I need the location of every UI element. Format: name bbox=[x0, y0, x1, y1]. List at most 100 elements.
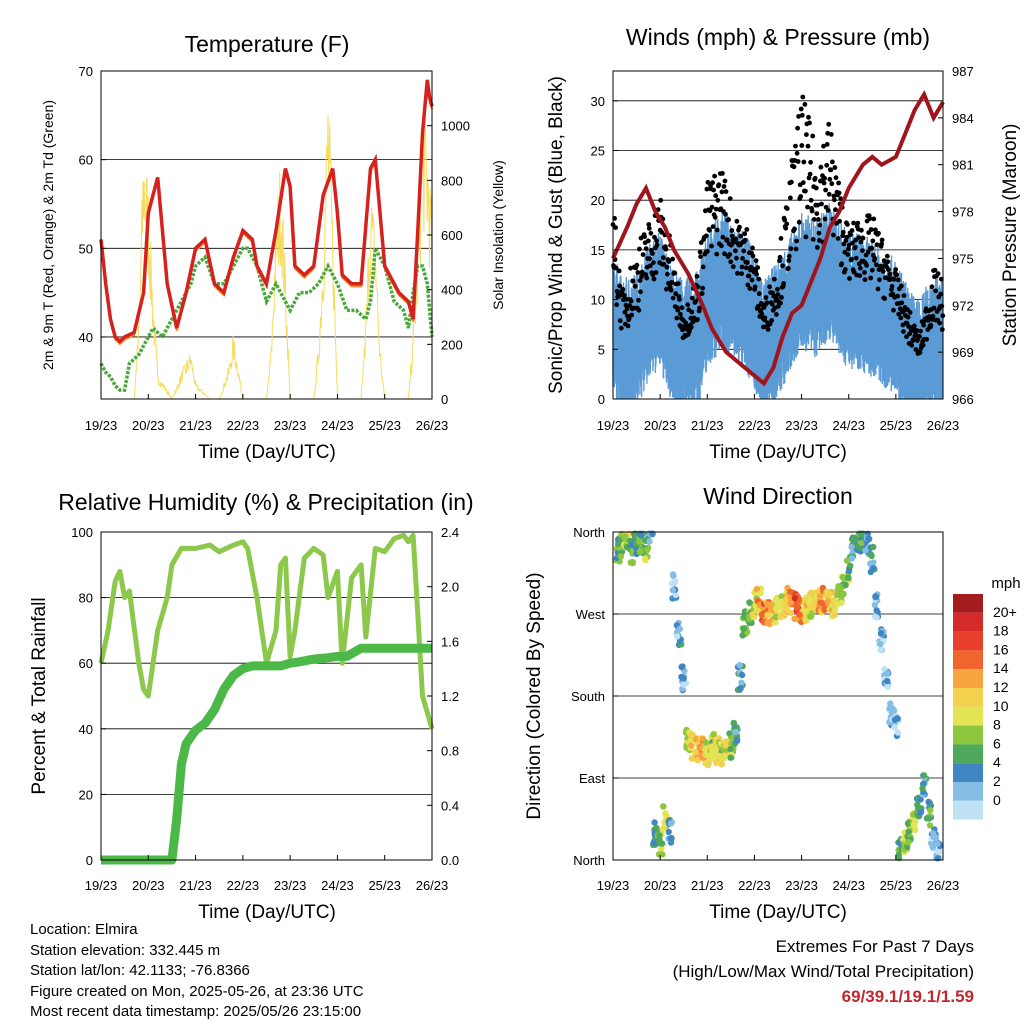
gust-point bbox=[653, 270, 659, 275]
direction-point bbox=[870, 559, 877, 566]
gust-point bbox=[759, 311, 765, 317]
gust-point bbox=[755, 303, 761, 309]
gust-point bbox=[779, 295, 784, 300]
x-tick-label: 20/23 bbox=[644, 878, 677, 893]
gust-point bbox=[719, 189, 725, 195]
gust-point bbox=[826, 191, 832, 197]
gust-point bbox=[914, 328, 920, 333]
gust-point bbox=[913, 347, 919, 352]
gust-point bbox=[832, 165, 838, 170]
gust-point bbox=[811, 217, 817, 222]
direction-point bbox=[778, 604, 785, 611]
direction-point bbox=[911, 821, 918, 828]
y-tick-label: 100 bbox=[71, 525, 93, 540]
gust-point bbox=[727, 196, 733, 202]
direction-point bbox=[617, 553, 625, 560]
gust-point bbox=[626, 316, 632, 322]
direction-point bbox=[845, 574, 852, 582]
direction-point bbox=[621, 533, 629, 540]
gust-point bbox=[800, 180, 806, 186]
direction-point bbox=[644, 546, 651, 554]
gust-point bbox=[821, 143, 826, 149]
direction-point bbox=[791, 595, 799, 602]
gust-point bbox=[647, 256, 653, 262]
gust-point bbox=[796, 219, 802, 225]
gust-point bbox=[896, 311, 902, 317]
temperature-series bbox=[99, 79, 434, 392]
y-tick-label: 40 bbox=[79, 722, 93, 737]
gust-point bbox=[637, 278, 643, 283]
winds-left-ticks: 0 5 10 15 20 25 30 bbox=[591, 94, 618, 407]
winds-left-axis-label: Sonic/Prop Wind & Gust (Blue, Black) bbox=[546, 76, 567, 394]
gust-point bbox=[646, 226, 652, 231]
gust-point bbox=[642, 234, 647, 240]
direction-point bbox=[806, 599, 813, 606]
gust-point bbox=[831, 232, 836, 238]
x-tick-label: 21/23 bbox=[179, 418, 212, 433]
legend-label: 4 bbox=[993, 754, 1001, 770]
direction-point bbox=[925, 798, 932, 806]
gust-point bbox=[628, 265, 633, 271]
dewpoint-line bbox=[99, 242, 434, 392]
gust-point bbox=[891, 307, 896, 313]
gust-point bbox=[632, 283, 638, 289]
gust-point bbox=[629, 312, 635, 318]
gust-point bbox=[644, 275, 650, 281]
gust-point bbox=[777, 254, 783, 260]
gust-point bbox=[801, 159, 807, 165]
gust-point bbox=[836, 180, 841, 186]
gust-point bbox=[669, 280, 675, 285]
direction-x-axis-label: Time (Day/UTC) bbox=[709, 902, 847, 923]
legend-label: 6 bbox=[993, 735, 1001, 751]
gust-point bbox=[901, 293, 907, 298]
direction-point bbox=[702, 745, 709, 753]
gust-point bbox=[710, 224, 716, 230]
gust-point bbox=[813, 185, 819, 191]
humidity-left-axis-label: Percent & Total Rainfall bbox=[29, 597, 50, 794]
direction-point bbox=[816, 592, 824, 600]
direction-point bbox=[665, 828, 672, 836]
direction-point bbox=[659, 851, 666, 858]
y-tick-label: 0 bbox=[86, 853, 93, 868]
gust-point bbox=[623, 302, 629, 308]
gust-point bbox=[784, 221, 790, 227]
gust-point bbox=[778, 236, 784, 241]
gust-point bbox=[877, 277, 882, 283]
gust-point bbox=[722, 178, 728, 184]
gust-point bbox=[785, 265, 791, 271]
gust-point bbox=[712, 214, 718, 220]
gust-point bbox=[780, 263, 785, 269]
x-tick-label: 20/23 bbox=[644, 418, 677, 433]
gust-point bbox=[698, 254, 703, 260]
gust-point bbox=[893, 267, 898, 272]
gust-point bbox=[755, 265, 761, 270]
gust-point bbox=[881, 258, 887, 263]
winds-title: Winds (mph) & Pressure (mb) bbox=[626, 24, 930, 50]
gust-point bbox=[727, 252, 733, 257]
direction-point bbox=[670, 572, 677, 580]
gust-point bbox=[666, 259, 672, 264]
gust-point bbox=[767, 284, 772, 290]
legend-swatch bbox=[953, 669, 983, 688]
pressure-line bbox=[611, 89, 945, 387]
gust-point bbox=[864, 263, 869, 268]
gust-point bbox=[742, 231, 748, 237]
direction-point bbox=[843, 557, 851, 564]
legend-swatch bbox=[953, 612, 983, 632]
x-tick-label: 26/23 bbox=[927, 878, 960, 893]
direction-point bbox=[929, 844, 937, 851]
y2-tick-label: 987 bbox=[952, 64, 974, 79]
gust-point bbox=[851, 220, 856, 226]
y2-tick-label: 400 bbox=[441, 283, 463, 298]
gust-point bbox=[821, 180, 827, 186]
y-tick-label: 20 bbox=[79, 787, 93, 802]
gust-point bbox=[829, 181, 835, 187]
direction-title: Wind Direction bbox=[703, 483, 853, 509]
gust-point bbox=[756, 276, 762, 282]
gust-point bbox=[869, 267, 875, 273]
direction-point bbox=[678, 663, 685, 671]
direction-point bbox=[793, 603, 801, 611]
gust-point bbox=[771, 276, 777, 282]
direction-tick-label: East bbox=[579, 771, 605, 786]
gust-point bbox=[805, 143, 811, 149]
